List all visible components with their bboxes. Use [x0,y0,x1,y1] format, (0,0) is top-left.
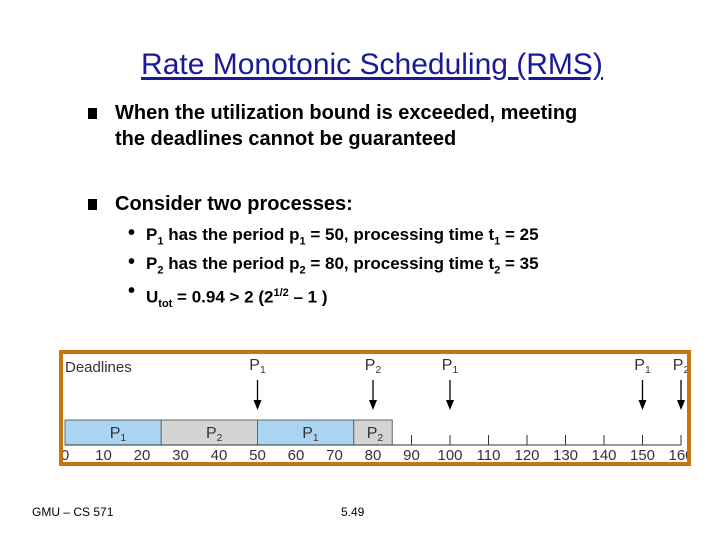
block-label: P2 [206,425,223,444]
square-bullet-icon [88,108,97,119]
sub-text: = 35 [500,254,539,273]
slide-title: Rate Monotonic Scheduling (RMS) [141,48,603,81]
sub-text: 1 [299,235,306,248]
tick-label: 110 [477,447,501,462]
block-label: P1 [110,425,127,444]
sub-text: 1/2 [273,287,289,299]
schedule-block [64,419,162,446]
tick-label: 100 [437,447,462,462]
deadline-arrow-head-icon [638,400,647,410]
tick-label: 130 [553,447,578,462]
deadline-marker-label: P1 [634,357,651,376]
sub-text: = 0.94 > 2 (2 [172,287,274,307]
bullet-text-line1: When the utilization bound is exceeded, … [115,102,578,124]
tick-label: 160 [668,447,687,462]
deadline-arrow-head-icon [253,400,262,410]
sub-text: 1 [157,235,164,248]
schedule-figure: Deadlines P1 P2 P1 P2 0 10 20 30 40 50 60 70 80 90 100… [59,350,694,466]
tick-label: 0 [63,447,69,462]
block-label: P2 [367,425,384,444]
schedule-block [257,419,355,446]
tick-label: 140 [591,447,616,462]
footer-course: GMU – CS 571 [32,505,114,519]
sub-text: = 25 [500,225,539,244]
sub-text: P [146,254,158,273]
dot-bullet-icon: • [128,280,136,302]
sub-text: 2 [299,264,306,277]
sub-text: = 50, processing time t [305,225,495,244]
deadline-marker-label: P1 [249,357,266,376]
sub-text: has the period p [163,254,300,273]
schedule-block [353,419,393,446]
tick-label: 90 [403,447,420,462]
bullet-consider: Consider two processes: [88,191,488,217]
block-label: P1 [302,425,319,444]
sub-text: tot [158,298,173,311]
sub-text: 2 [494,264,501,277]
sub-text: U [146,287,159,307]
dot-bullet-icon: • [128,251,136,273]
square-bullet-icon [88,199,97,210]
tick-label: 10 [95,447,112,462]
sub-text: 2 [157,264,164,277]
tick-label: 20 [134,447,151,462]
deadline-arrow-head-icon [677,400,685,410]
deadline-marker-label: P2 [673,357,687,376]
tick-label: 40 [211,447,228,462]
deadline-arrow-head-icon [446,400,454,410]
sub-text: – 1 ) [288,287,328,307]
deadline-marker-label: P1 [442,357,459,376]
footer-page-number: 5.49 [341,505,365,519]
tick-label: 50 [249,447,266,462]
sub-text: = 80, processing time t [305,254,495,273]
sub-text: 1 [494,235,501,248]
deadline-arrow-head-icon [369,400,377,410]
bullet-utilization: When the utilization bound is exceeded, … [88,100,688,156]
deadlines-label: Deadlines [65,359,132,376]
sub-text: P [146,225,158,244]
bullet-text: Consider two processes: [115,193,353,215]
tick-label: 80 [365,447,382,462]
tick-label: 120 [514,447,539,462]
tick-label: 30 [172,447,189,462]
sub-text: has the period p [163,225,300,244]
schedule-timeline: Deadlines P1 P2 P1 P2 0 10 20 30 40 50 60 70 80 90 100… [61,357,694,464]
bullet-text-line2: the deadlines cannot be guaranteed [115,128,457,150]
tick-label: 70 [326,447,343,462]
tick-label: 150 [630,447,655,462]
tick-label: 60 [288,447,305,462]
dot-bullet-icon: • [128,222,136,244]
deadline-marker-label: P2 [365,357,382,376]
